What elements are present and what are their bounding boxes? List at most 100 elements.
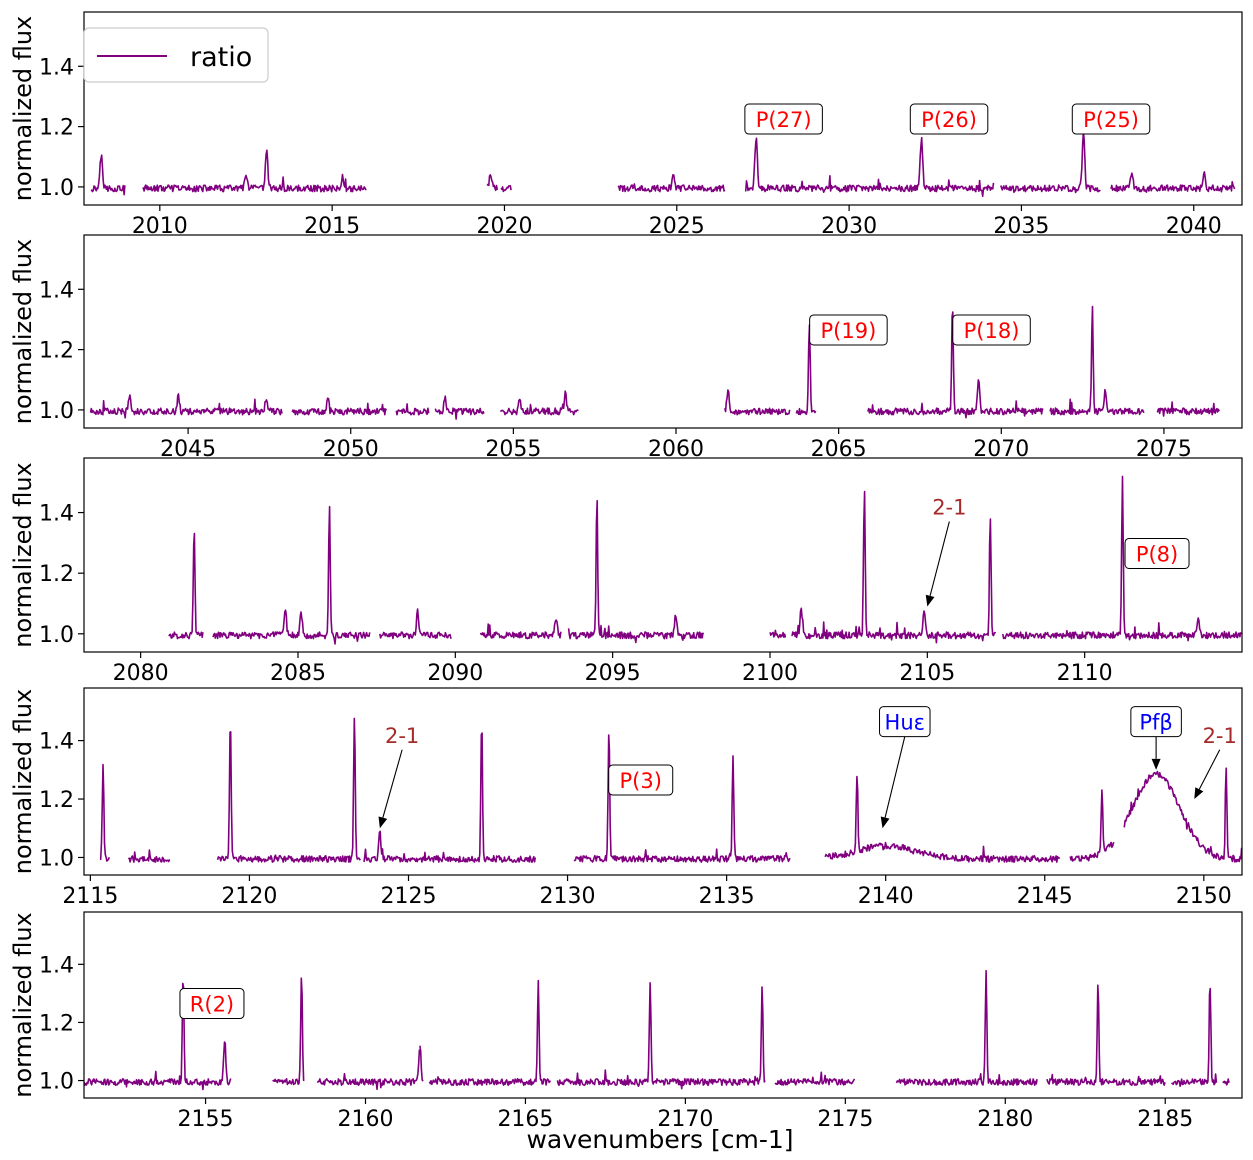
x-tick-label: 2130 [540, 884, 596, 909]
annotation-arrow [382, 749, 403, 818]
x-tick-label: 2100 [742, 661, 798, 686]
annotation-box [909, 103, 989, 135]
series-segment [791, 490, 997, 644]
series-segment [567, 499, 705, 644]
annotation-label: P(19) [809, 314, 888, 346]
annotation-box [744, 103, 823, 135]
annotation-arrowhead [378, 816, 388, 829]
series-segment [1049, 305, 1145, 416]
x-tick-label: 2170 [657, 1107, 713, 1132]
series-segment [291, 397, 388, 416]
annotation-text: P(19) [821, 319, 877, 343]
annotation-label: P(25) [1071, 103, 1151, 135]
y-tick-label: 1.0 [39, 623, 74, 648]
x-tick-label: 2090 [427, 661, 483, 686]
annotation-arrowhead [1194, 787, 1204, 800]
annotation-label: P(8) [1124, 537, 1190, 569]
annotation-label: P(27) [744, 103, 823, 135]
annotation-label: R(2) [179, 988, 245, 1020]
annotation-label: Huε [879, 706, 931, 829]
x-tick-label: 2120 [221, 884, 277, 909]
annotation-label: P(3) [608, 764, 674, 796]
y-tick-label: 1.2 [39, 1011, 74, 1036]
annotation-box [809, 314, 888, 346]
series-segment [1123, 767, 1242, 863]
x-tick-label: 2095 [585, 661, 641, 686]
series-segment [168, 532, 204, 640]
series-segment [99, 763, 110, 862]
series-ratio [84, 969, 1230, 1091]
series-segment [617, 174, 726, 193]
panel-5: 1.0 1.2 1.4 2155 2160 2165 2170 2175 2180 2185 nor… [9, 911, 1243, 1132]
annotation-text: Pfβ [1139, 711, 1172, 735]
axes-frame [83, 11, 1243, 206]
annotation-label: P(26) [909, 103, 989, 135]
y-tick-label: 1.2 [39, 116, 74, 141]
axes-frame [83, 457, 1243, 653]
annotation-arrow [929, 521, 950, 597]
series-segment [1156, 401, 1220, 417]
annotation-text: P(25) [1083, 108, 1139, 132]
series-segment [824, 775, 1061, 863]
annotation-label: 2-1 [378, 724, 419, 829]
series-segment [1002, 475, 1242, 642]
series-segment [127, 849, 171, 863]
y-tick-label: 1.0 [39, 846, 74, 871]
y-tick-label: 1.2 [39, 562, 74, 587]
series-segment [363, 732, 537, 863]
x-tick-label: 2150 [1176, 884, 1232, 909]
series-segment [769, 629, 787, 639]
series-segment [486, 174, 499, 192]
series-segment [895, 969, 1038, 1086]
series-segment [90, 154, 126, 196]
x-tick-label: 2125 [380, 884, 436, 909]
y-tick-label: 1.0 [39, 176, 74, 201]
axes-frame [83, 911, 1243, 1099]
y-tick-label: 1.0 [39, 399, 74, 424]
annotation-arrowhead [1151, 758, 1161, 770]
y-tick-label: 1.4 [39, 502, 74, 527]
annotation-text: P(3) [620, 769, 662, 793]
axes-frame [83, 687, 1243, 876]
series-segment [1110, 171, 1236, 193]
series-segment [479, 619, 562, 640]
series-segment [216, 717, 362, 863]
series-ratio [90, 130, 1236, 197]
series-ratio [168, 475, 1242, 645]
legend-frame [83, 27, 269, 83]
series-segment [867, 311, 1044, 419]
y-tick-label: 1.4 [39, 730, 74, 755]
x-tick-label: 2110 [1057, 661, 1113, 686]
x-tick-label: 2085 [270, 661, 326, 686]
series-segment [434, 395, 485, 420]
x-tick-label: 2155 [178, 1107, 234, 1132]
annotation-box [1124, 537, 1190, 569]
y-axis-label: normalized flux [9, 16, 37, 202]
series-segment [724, 389, 791, 416]
annotation-label: 2-1 [1194, 724, 1237, 800]
annotation-box [608, 764, 674, 796]
y-axis-label: normalized flux [9, 462, 37, 648]
panel-3: 1.0 1.2 1.4 2080 2085 2090 2095 2100 2105 2110 nor… [9, 457, 1243, 686]
x-tick-label: 2115 [62, 884, 118, 909]
y-tick-label: 1.2 [39, 788, 74, 813]
legend-label: ratio [190, 42, 252, 73]
series-segment [142, 149, 367, 193]
series-segment [212, 505, 371, 645]
annotation-text: R(2) [190, 993, 234, 1017]
annotation-arrowhead [925, 594, 935, 607]
x-tick-label: 2135 [699, 884, 755, 909]
series-segment [1046, 984, 1166, 1086]
series-ratio [89, 305, 1220, 420]
y-tick-label: 1.2 [39, 339, 74, 364]
x-tick-label: 2185 [1137, 1107, 1193, 1132]
series-segment [1000, 130, 1101, 194]
panel-4: 1.0 1.2 1.4 2115 2120 2125 2130 2135 2140 2145 215… [9, 687, 1243, 909]
annotation-text: P(26) [921, 108, 977, 132]
series-segment [774, 1071, 856, 1086]
x-tick-label: 2175 [817, 1107, 873, 1132]
annotation-box [1071, 103, 1151, 135]
annotation-text: 2-1 [1203, 724, 1237, 748]
